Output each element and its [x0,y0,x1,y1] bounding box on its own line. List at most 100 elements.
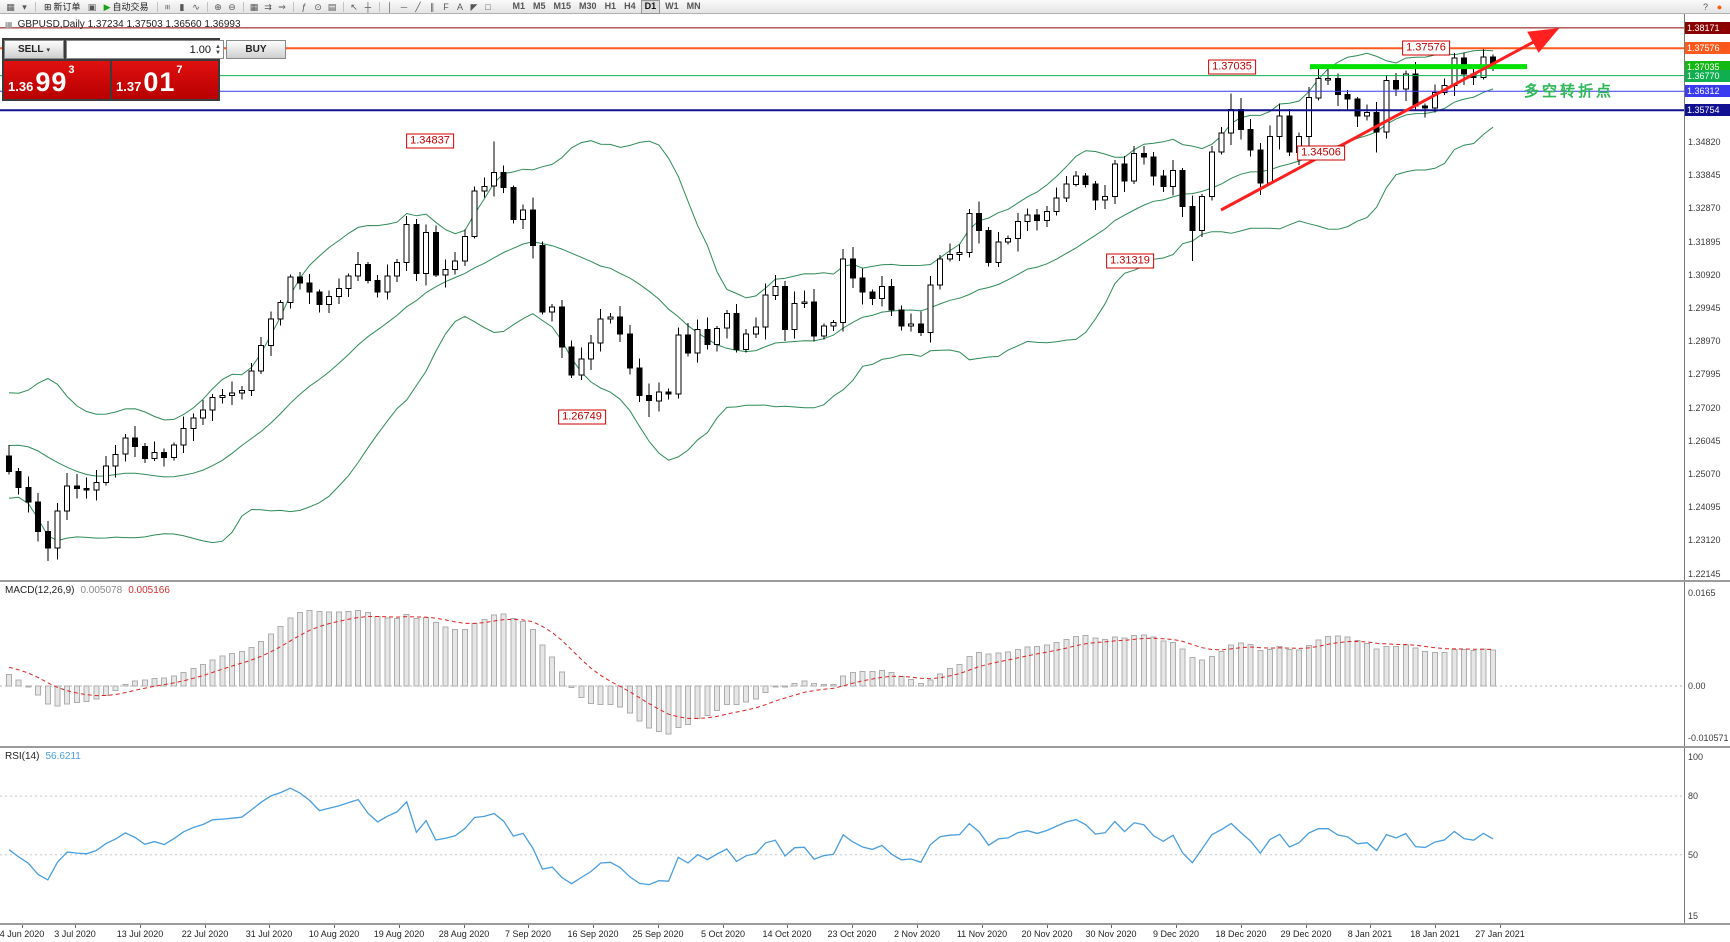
crosshair-icon[interactable]: ┼ [364,1,372,12]
timeframe-h1[interactable]: H1 [604,0,617,11]
sell-dropdown-icon[interactable]: ▾ [46,46,51,54]
help-icon[interactable]: ? [1702,1,1708,12]
turning-point-label[interactable]: 多空转折点 [1524,83,1615,100]
chart-dropdown-icon[interactable]: ▾ [22,1,27,12]
price-annotation[interactable]: 1.37576 [1402,40,1450,56]
autotrading-button[interactable]: ▶ 自动交易 [100,1,153,13]
macd-chart[interactable]: MACD(12,26,9) 0.005078 0.005166 [0,582,1684,746]
time-axis-tick [140,925,141,928]
time-axis-label: 31 Jul 2020 [245,929,293,939]
timeframe-mn[interactable]: MN [686,0,701,11]
bollinger-middle [8,88,1494,478]
macd-main-value: 0.005078 [80,585,123,596]
volume-down-icon[interactable]: ▼ [215,49,221,56]
arrow-tools-icon[interactable]: ◤ [470,1,478,12]
buy-button[interactable]: BUY [225,40,286,59]
indicators-icon[interactable]: ƒ [301,1,307,12]
macd-header: MACD(12,26,9) 0.005078 0.005166 [5,585,170,596]
price-annotation[interactable]: 1.26749 [558,409,606,425]
bollinger-lower [8,126,1494,544]
time-axis-tick [1435,925,1436,928]
time-axis-tick [205,925,206,928]
timeframe-m5[interactable]: M5 [533,0,546,11]
rsi-chart[interactable]: RSI(14) 56.6211 [0,748,1684,923]
time-axis-label: 11 Nov 2020 [956,929,1008,939]
volume-field[interactable]: ▲ ▼ [66,40,224,59]
time-axis-tick [917,925,918,928]
zoom-in-icon[interactable]: ⊕ [214,1,222,12]
rsi-panel: RSI(14) 56.6211 100 80 50 15 [0,746,1730,923]
time-axis-label: 4 Jun 2020 [0,929,45,939]
volume-input[interactable] [67,43,213,56]
timeframe-m15[interactable]: M15 [553,0,572,11]
price-annotation[interactable]: 1.34506 [1297,145,1345,161]
timeframe-m1[interactable]: M1 [512,0,526,11]
fibonacci-icon[interactable]: F [443,1,449,12]
price-chart[interactable]: ▦ GBPUSD,Daily 1.37234 1.37503 1.36560 1… [0,14,1684,580]
time-axis[interactable]: 4 Jun 2020 3 Jul 2020 13 Jul 2020 22 Jul 20… [0,923,1730,942]
price-axis-label: 1.33845 [1688,170,1721,180]
time-axis-label: 28 Aug 2020 [438,929,490,939]
auto-scroll-icon[interactable]: ⇉ [264,1,272,12]
new-order-button[interactable]: ⊞ 新订单 [40,1,85,13]
charts-windows-icon[interactable]: ▦ [6,1,15,12]
channel-icon[interactable]: ∥ [429,1,435,12]
timeframe-d1[interactable]: D1 [640,0,661,14]
horizontal-line-icon[interactable]: ─ [400,1,408,12]
timeframe-w1[interactable]: W1 [665,0,679,11]
toolbar-separator [378,1,380,12]
cursor-icon[interactable]: ↖ [350,1,358,12]
price-annotation[interactable]: 1.34837 [406,133,454,149]
macd-axis: 0.0165 0.00 -0.010571 [1684,582,1730,746]
price-axis[interactable]: 1.34820 1.33845 1.32870 1.31895 1.30920 1.299… [1684,14,1730,580]
volume-stepper[interactable]: ▲ ▼ [213,44,223,56]
candlestick-chart-icon[interactable]: ▮ [179,1,185,12]
toolbar-separator [342,1,344,12]
price-axis-label: 1.27995 [1688,369,1721,379]
price-axis-label: 1.29945 [1688,303,1721,313]
price-marker-label: 1.37576 [1685,42,1730,54]
time-axis-label: 3 Jul 2020 [54,929,96,939]
shapes-dropdown-icon[interactable]: □ [485,1,491,12]
zoom-out-icon[interactable]: ⊖ [228,1,236,12]
trend-arrow[interactable] [1220,28,1560,212]
timeframe-h4[interactable]: H4 [624,0,636,11]
macd-label: MACD(12,26,9) [5,585,75,596]
line-chart-icon[interactable]: ∿ [192,1,200,12]
timeframe-m30[interactable]: M30 [579,0,597,11]
main-chart-panel: ▦ GBPUSD,Daily 1.37234 1.37503 1.36560 1… [0,14,1730,580]
time-axis-label: 29 Dec 2020 [1280,929,1332,939]
periods-dropdown-icon[interactable]: ⊙ [314,1,322,12]
macd-signal-value: 0.005166 [128,585,170,596]
time-axis-label: 5 Oct 2020 [700,929,746,939]
price-annotation[interactable]: 1.37035 [1208,59,1256,75]
price-axis-label: 1.31895 [1688,237,1721,247]
chart-window-icon[interactable]: ▣ [87,1,97,12]
sell-button[interactable]: SELL ▾ [4,40,64,59]
templates-icon[interactable]: ▤ [327,1,337,12]
ask-price-small: 1.37 [116,79,142,94]
time-axis-tick [22,925,23,928]
buy-price-box[interactable]: 1.37 01 7 [112,61,218,99]
price-annotation[interactable]: 1.31319 [1106,253,1154,269]
vertical-line-icon[interactable]: │ [387,1,393,12]
time-axis-label: 7 Sep 2020 [504,929,552,939]
chart-ohlc-text: GBPUSD,Daily 1.37234 1.37503 1.36560 1.3… [17,19,241,30]
community-icon[interactable]: ● [1716,1,1723,12]
time-axis-tick [269,925,270,928]
rsi-line [8,787,1494,886]
text-icon[interactable]: A [456,1,463,12]
price-axis-label: 1.25070 [1688,469,1721,479]
time-axis-tick [1370,925,1371,928]
chart-shift-icon[interactable]: ⇒ [278,1,286,12]
new-order-button-icon: ⊞ [44,1,52,12]
tile-windows-icon[interactable]: ▦ [249,1,259,12]
rsi-header: RSI(14) 56.6211 [5,751,81,762]
volume-up-icon[interactable]: ▲ [215,43,221,50]
trendline-icon[interactable]: ╱ [415,1,421,12]
toolbar: ▦ ▾ ⊞ 新订单 ▣ ▶ 自动交易 ≡ ▮ ∿ ⊕ ⊖ ▦ ⇉ ⇒ ƒ ⊙ ▤ ↖ ┼ │ ─ ╱ ∥ F A ◤ □ M1 M5 M15… [0,0,1730,14]
sell-price-box[interactable]: 1.36 99 3 [4,61,110,99]
bar-chart-icon[interactable]: ≡ [162,3,173,10]
price-marker-label: 1.36770 [1685,70,1730,82]
time-axis-tick [1306,925,1307,928]
